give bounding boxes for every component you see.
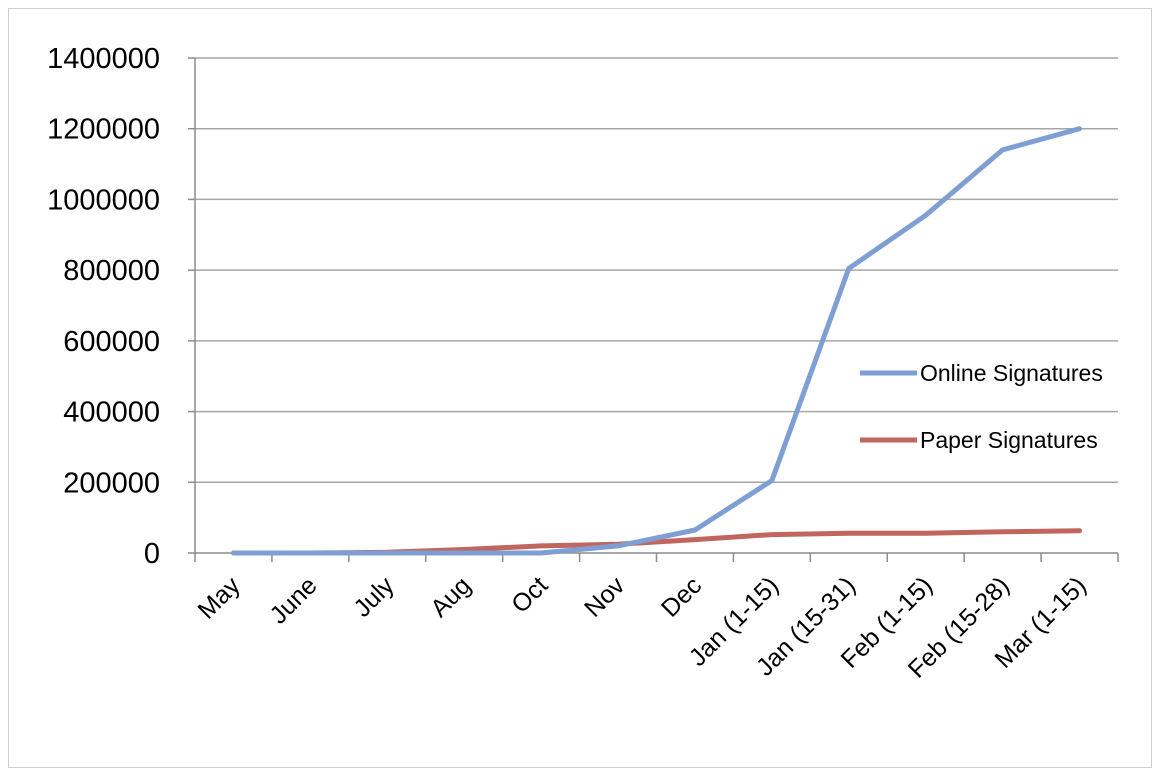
series-line-online-signatures — [231, 126, 1082, 556]
legend-label-paper: Paper Signatures — [920, 427, 1098, 453]
x-tick-label: Dec — [656, 571, 707, 622]
x-tick-label: Aug — [425, 571, 476, 622]
y-axis-tick-labels: 0 200000 400000 600000 800000 1000000 1200000 1… — [47, 43, 160, 570]
y-tick-label: 800000 — [63, 255, 160, 287]
chart-frame — [8, 8, 1152, 768]
y-tick-label: 600000 — [63, 326, 160, 358]
x-tick-label: May — [193, 571, 247, 625]
series-line-paper-signatures — [231, 528, 1082, 556]
axes — [188, 57, 1119, 562]
y-tick-label: 200000 — [63, 467, 160, 499]
y-tick-label: 1000000 — [47, 184, 160, 216]
gridlines — [195, 57, 1118, 484]
y-tick-label: 1400000 — [47, 43, 160, 75]
legend-item-paper: Paper Signatures — [860, 427, 1098, 453]
x-tick-label: Oct — [506, 571, 553, 618]
y-tick-label: 1200000 — [47, 114, 160, 146]
y-tick-label: 0 — [144, 538, 160, 570]
legend: Online Signatures Paper Signatures — [860, 360, 1103, 453]
legend-label-online: Online Signatures — [920, 360, 1103, 386]
series-lines — [231, 126, 1082, 556]
y-tick-label: 400000 — [63, 397, 160, 429]
legend-item-online: Online Signatures — [860, 360, 1103, 386]
x-tick-label: June — [264, 571, 322, 629]
x-tick-label: July — [348, 571, 400, 623]
x-tick-label: Nov — [579, 571, 631, 623]
